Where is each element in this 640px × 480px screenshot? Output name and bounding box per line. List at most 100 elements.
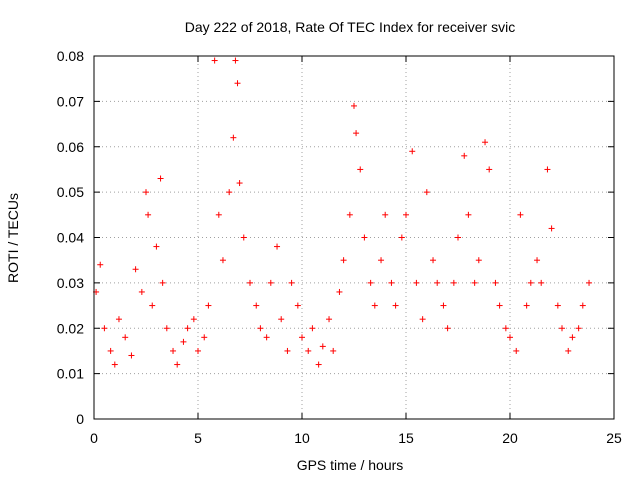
data-point bbox=[288, 279, 295, 286]
y-tick-label: 0.03 bbox=[57, 275, 84, 291]
data-point bbox=[388, 279, 395, 286]
data-point bbox=[326, 316, 333, 323]
data-point bbox=[315, 361, 322, 368]
data-point bbox=[174, 361, 181, 368]
data-point bbox=[461, 152, 468, 159]
data-point bbox=[215, 211, 222, 218]
data-point bbox=[278, 316, 285, 323]
data-point bbox=[138, 288, 145, 295]
data-point bbox=[486, 166, 493, 173]
data-point bbox=[149, 302, 156, 309]
data-point bbox=[143, 189, 149, 196]
x-tick-label: 25 bbox=[606, 430, 622, 446]
data-point bbox=[413, 279, 420, 286]
data-point bbox=[534, 257, 541, 264]
data-point bbox=[274, 243, 281, 250]
data-point bbox=[523, 302, 530, 309]
data-point bbox=[434, 279, 441, 286]
data-point bbox=[482, 139, 489, 146]
data-point bbox=[444, 325, 451, 332]
y-tick-label: 0.07 bbox=[57, 93, 84, 109]
data-point bbox=[517, 211, 524, 218]
data-point bbox=[159, 279, 166, 286]
data-point bbox=[346, 211, 353, 218]
data-point bbox=[371, 302, 378, 309]
data-point bbox=[527, 279, 534, 286]
data-point bbox=[219, 257, 226, 264]
data-point bbox=[569, 334, 576, 341]
data-point bbox=[502, 325, 509, 332]
data-point bbox=[403, 211, 409, 218]
data-point bbox=[419, 316, 426, 323]
data-point bbox=[236, 180, 243, 187]
data-point bbox=[409, 148, 416, 155]
y-tick-label: 0.06 bbox=[57, 139, 84, 155]
data-point bbox=[234, 80, 241, 87]
y-tick-label: 0.01 bbox=[57, 366, 84, 382]
data-point bbox=[226, 189, 233, 196]
data-point bbox=[111, 361, 118, 368]
data-point bbox=[548, 225, 555, 232]
data-point bbox=[157, 175, 164, 182]
data-point bbox=[263, 334, 270, 341]
data-point bbox=[465, 211, 472, 218]
x-tick-labels: 0 5 10 15 20 25 bbox=[90, 430, 622, 446]
data-point bbox=[267, 279, 274, 286]
y-tick-label: 0 bbox=[76, 411, 84, 427]
x-tick-label: 20 bbox=[502, 430, 518, 446]
data-point bbox=[309, 325, 316, 332]
data-point bbox=[101, 325, 108, 332]
y-tick-label: 0.02 bbox=[57, 320, 84, 336]
data-point bbox=[184, 325, 191, 332]
y-tick-labels: 0 0.01 0.02 0.03 0.04 0.05 0.06 0.07 0.08 bbox=[57, 48, 84, 427]
data-point bbox=[195, 347, 201, 354]
data-point bbox=[398, 234, 405, 241]
data-point bbox=[392, 302, 399, 309]
chart-title: Day 222 of 2018, Rate Of TEC Index for r… bbox=[185, 19, 515, 35]
data-point bbox=[554, 302, 561, 309]
data-point bbox=[475, 257, 482, 264]
data-point bbox=[230, 134, 237, 141]
data-point bbox=[284, 347, 291, 354]
data-point bbox=[579, 302, 586, 309]
data-point bbox=[430, 257, 437, 264]
data-point bbox=[107, 347, 114, 354]
data-point bbox=[361, 234, 368, 241]
data-point bbox=[559, 325, 565, 332]
data-point bbox=[513, 347, 520, 354]
data-point bbox=[586, 279, 593, 286]
x-tick-label: 15 bbox=[398, 430, 414, 446]
data-point bbox=[492, 279, 499, 286]
data-point bbox=[423, 189, 430, 196]
data-point bbox=[319, 343, 326, 350]
data-point bbox=[97, 261, 104, 268]
data-points bbox=[93, 57, 593, 368]
data-point bbox=[190, 316, 197, 323]
y-tick-label: 0.08 bbox=[57, 48, 84, 64]
data-point bbox=[211, 57, 218, 64]
plot-frame bbox=[93, 55, 615, 420]
data-point bbox=[205, 302, 212, 309]
data-point bbox=[299, 334, 305, 341]
data-point bbox=[153, 243, 160, 250]
data-point bbox=[382, 211, 389, 218]
data-point bbox=[471, 279, 478, 286]
data-point bbox=[336, 288, 343, 295]
data-point bbox=[367, 279, 374, 286]
data-point bbox=[232, 57, 239, 64]
data-point bbox=[294, 302, 301, 309]
data-point bbox=[132, 266, 139, 273]
data-point bbox=[450, 279, 457, 286]
data-point bbox=[170, 347, 177, 354]
y-axis-label: ROTI / TECUs bbox=[5, 193, 21, 283]
data-point bbox=[575, 325, 582, 332]
x-axis-label: GPS time / hours bbox=[297, 457, 404, 473]
data-point bbox=[455, 234, 461, 241]
data-point bbox=[340, 257, 347, 264]
data-point bbox=[305, 347, 312, 354]
data-point bbox=[145, 211, 152, 218]
data-point bbox=[201, 334, 208, 341]
data-point bbox=[544, 166, 551, 173]
data-point bbox=[357, 166, 364, 173]
